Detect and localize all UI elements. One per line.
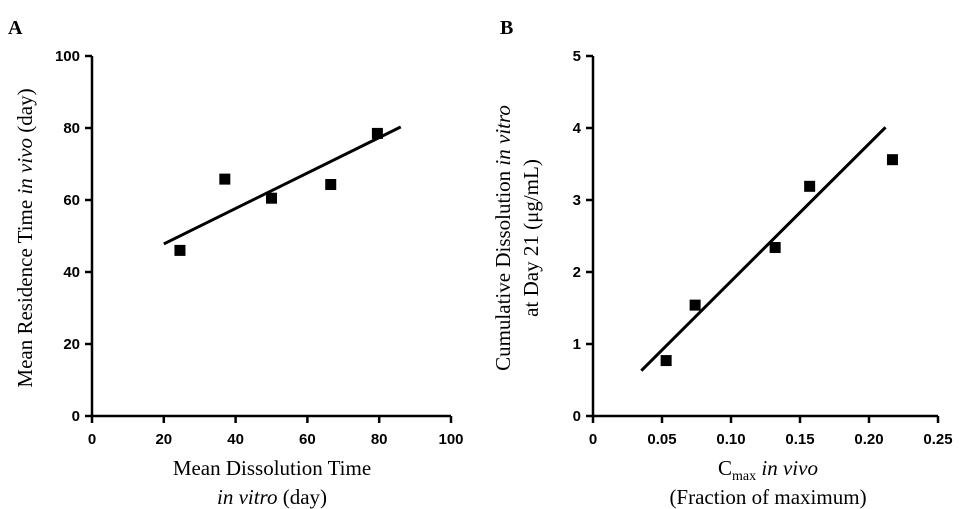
panel-a-data-point [266, 192, 277, 204]
panel-a-label: A [8, 17, 23, 39]
panel-a-x-tick-label: 20 [155, 431, 172, 448]
panel-a-x-tick-label: 80 [371, 431, 388, 448]
panel-a-fit-line [163, 125, 402, 246]
panel-a-x-tick-label: 0 [88, 431, 96, 448]
panel-b-x-tick-label: 0.10 [716, 431, 745, 448]
panel-b-y-tick-label: 2 [573, 264, 581, 281]
panel-b-x-tick-label: 0.25 [923, 431, 952, 448]
panel-b-ylabel-italic: in vitro [491, 105, 515, 165]
panel-b-xlabel-line1: Cmax in vivo [718, 456, 818, 484]
panel-b-data-point [886, 154, 898, 166]
panel-a-ylabel: Mean Residence Time in vivo (day) [13, 88, 37, 387]
panel-b-x-tick-label: 0.15 [785, 431, 814, 448]
panel-b-y-tick-label: 1 [573, 336, 581, 353]
panel-b-data-point [689, 299, 701, 311]
panel-b-label: B [500, 17, 513, 39]
panel-b-xlabel-main: C [718, 456, 732, 480]
panel-a: A 0 20 40 60 80 100 0 20 40 60 80 100 Mean Dissolut… [8, 17, 464, 509]
panel-b-data-point [769, 242, 781, 254]
panel-b-ylabel-pre: Cumulative Dissolution [491, 166, 515, 371]
panel-a-xlabel-italic: in vitro [217, 485, 277, 509]
panel-b-marks [640, 126, 898, 372]
panel-a-ylabel-italic: in vivo [13, 138, 37, 195]
panel-a-xlabel-rest: (day) [277, 485, 327, 509]
panel-a-x-tick-label: 100 [438, 431, 463, 448]
panel-b-data-point [804, 180, 816, 192]
panel-a-y-tick-label: 60 [63, 192, 80, 209]
panel-b: B 0 0.05 0.10 0.15 0.20 0.25 0 1 2 3 4 5 Cmax in vi… [491, 17, 953, 509]
panel-a-ylabel-pre: Mean Residence Time [13, 195, 37, 388]
panel-a-ylabel-post: (day) [13, 88, 37, 138]
panel-b-xlabel-italic: in vivo [756, 456, 818, 480]
panel-b-data-point [660, 355, 672, 367]
panel-b-fit-line [640, 126, 887, 372]
panel-a-data-point [325, 179, 337, 191]
panel-a-x-tick-label: 60 [299, 431, 316, 448]
panel-a-y-tick-label: 40 [63, 264, 80, 281]
panel-b-x-tick-label: 0.05 [647, 431, 676, 448]
panel-b-xlabel-sub: max [732, 469, 756, 484]
panel-b-xlabel-line2: (Fraction of maximum) [669, 485, 866, 509]
panel-b-ticks: 0 0.05 0.10 0.15 0.20 0.25 0 1 2 3 4 5 [573, 48, 953, 448]
panel-b-x-tick-label: 0 [589, 431, 597, 448]
panel-a-data-point [174, 244, 186, 256]
panel-a-y-tick-label: 80 [63, 120, 80, 137]
panel-b-ylabel-line2: at Day 21 (μg/mL) [519, 159, 543, 317]
panel-b-y-tick-label: 0 [573, 408, 581, 425]
panel-a-x-tick-label: 40 [227, 431, 244, 448]
panel-a-y-tick-label: 0 [72, 408, 80, 425]
panel-b-y-tick-label: 3 [573, 192, 581, 209]
panel-a-xlabel-line1: Mean Dissolution Time [173, 456, 371, 480]
panel-b-ylabel-line1: Cumulative Dissolution in vitro [491, 105, 515, 371]
panel-a-xlabel-line2: in vitro (day) [217, 485, 327, 509]
panel-b-axes [591, 56, 938, 418]
panel-a-marks [163, 125, 402, 256]
panel-a-axes [90, 56, 451, 418]
panel-a-ticks: 0 20 40 60 80 100 0 20 40 60 80 100 [55, 48, 464, 448]
panel-b-y-tick-label: 5 [573, 48, 581, 65]
panel-b-y-tick-label: 4 [573, 120, 582, 137]
panel-b-x-tick-label: 0.20 [854, 431, 883, 448]
panel-a-y-tick-label: 20 [63, 336, 80, 353]
panel-a-data-point [371, 127, 383, 139]
panel-a-data-point [219, 173, 231, 185]
panel-a-y-tick-label: 100 [55, 48, 80, 65]
